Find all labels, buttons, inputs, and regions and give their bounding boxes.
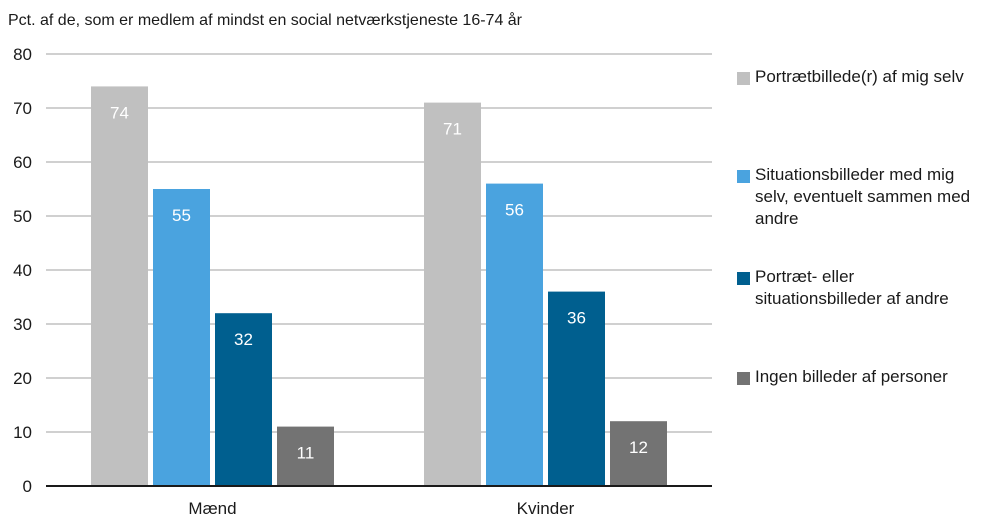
y-tick-label: 80 (13, 45, 32, 64)
bar (277, 426, 334, 486)
legend-swatch-portraitbilleder (737, 72, 750, 85)
legend-item-portraitbilleder: Portrætbillede(r) af mig selv (737, 66, 983, 88)
bar-value-label: 74 (110, 103, 129, 122)
legend-swatch-ingen-billeder (737, 372, 750, 385)
legend-label-situationsbilleder: Situationsbilleder med mig selv, eventue… (755, 165, 971, 228)
legend-label-ingen-billeder: Ingen billeder af personer (755, 367, 948, 386)
legend-label-portraitbilleder: Portrætbillede(r) af mig selv (755, 67, 964, 86)
bar (424, 102, 481, 486)
y-tick-label: 30 (13, 315, 32, 334)
bar-value-label: 56 (505, 201, 524, 220)
y-tick-label: 20 (13, 369, 32, 388)
bar-value-label: 12 (629, 438, 648, 457)
y-tick-label: 10 (13, 423, 32, 442)
bar-value-label: 11 (297, 444, 315, 463)
bar-value-label: 55 (172, 206, 191, 225)
y-axis-title: Pct. af de, som er medlem af mindst en s… (8, 12, 523, 29)
bar-value-label: 32 (234, 330, 253, 349)
y-tick-label: 50 (13, 207, 32, 226)
y-tick-label: 0 (23, 477, 32, 496)
legend-item-situationsbilleder: Situationsbilleder med mig selv, eventue… (737, 164, 983, 230)
y-tick-label: 60 (13, 153, 32, 172)
bar-value-label: 71 (443, 120, 462, 139)
x-category-label: Mænd (188, 499, 236, 517)
y-tick-label: 40 (13, 261, 32, 280)
legend-swatch-situationsbilleder (737, 170, 750, 183)
bar (91, 86, 148, 487)
x-category-label: Kvinder (517, 499, 575, 517)
legend-label-billeder-af-andre: Portræt- eller situationsbilleder af and… (755, 267, 949, 308)
bar-value-label: 36 (567, 309, 586, 328)
legend-swatch-billeder-af-andre (737, 272, 750, 285)
bar (153, 189, 210, 486)
legend-item-billeder-af-andre: Portræt- eller situationsbilleder af and… (737, 266, 983, 310)
bar (610, 421, 667, 486)
bar (486, 183, 543, 486)
legend-item-ingen-billeder: Ingen billeder af personer (737, 366, 983, 388)
y-tick-label: 70 (13, 99, 32, 118)
bar (548, 291, 605, 486)
bar (215, 313, 272, 486)
